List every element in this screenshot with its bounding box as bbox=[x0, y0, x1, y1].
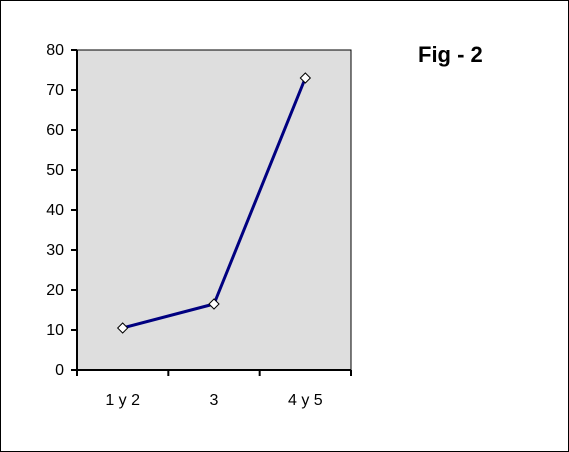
data-point-marker bbox=[208, 298, 220, 310]
data-point-marker bbox=[116, 322, 129, 334]
x-axis: 1 y 2 3 4 y 5 bbox=[76, 369, 352, 409]
y-tick-label: 50 bbox=[46, 162, 64, 179]
series-layer bbox=[116, 72, 312, 334]
y-tick-label: 20 bbox=[46, 282, 64, 299]
data-point-marker bbox=[299, 72, 312, 84]
y-tick-label: 0 bbox=[55, 362, 64, 379]
y-tick-label: 70 bbox=[46, 82, 64, 99]
x-tick-label: 3 bbox=[210, 392, 219, 409]
y-tick-label: 60 bbox=[46, 122, 64, 139]
y-tick-label: 40 bbox=[46, 202, 64, 219]
plot-area bbox=[76, 49, 352, 371]
y-tick-label: 10 bbox=[46, 322, 64, 339]
x-tick-label: 1 y 2 bbox=[105, 392, 140, 409]
x-tick-label: 4 y 5 bbox=[288, 392, 323, 409]
y-axis: 0 10 20 30 40 50 60 70 80 bbox=[46, 42, 78, 379]
y-tick-label: 30 bbox=[46, 242, 64, 259]
y-tick-label: 80 bbox=[46, 42, 64, 59]
chart-title: Fig - 2 bbox=[418, 42, 483, 67]
